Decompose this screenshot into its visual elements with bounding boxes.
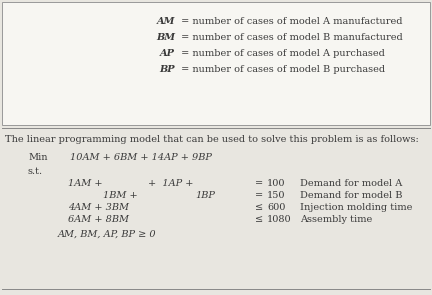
Text: +  1AP +: + 1AP +	[148, 179, 194, 189]
Text: =: =	[255, 179, 263, 189]
Text: 1BP: 1BP	[195, 191, 215, 201]
Text: BP: BP	[159, 65, 175, 75]
Text: 1080: 1080	[267, 216, 292, 224]
Text: The linear programming model that can be used to solve this problem is as follow: The linear programming model that can be…	[5, 135, 419, 145]
Text: Demand for model A: Demand for model A	[300, 179, 402, 189]
Text: Min: Min	[28, 153, 48, 163]
Text: 100: 100	[267, 179, 286, 189]
Text: = number of cases of model A manufactured: = number of cases of model A manufacture…	[178, 17, 403, 27]
Text: 150: 150	[267, 191, 286, 201]
Text: s.t.: s.t.	[28, 166, 43, 176]
Text: ≤: ≤	[255, 216, 263, 224]
Text: 10AM + 6BM + 14AP + 9BP: 10AM + 6BM + 14AP + 9BP	[70, 153, 212, 163]
Text: = number of cases of model A purchased: = number of cases of model A purchased	[178, 50, 385, 58]
Text: 1AM +: 1AM +	[68, 179, 102, 189]
Text: AP: AP	[160, 50, 175, 58]
Text: BM: BM	[156, 34, 175, 42]
Text: 4AM + 3BM: 4AM + 3BM	[68, 204, 129, 212]
Text: = number of cases of model B manufactured: = number of cases of model B manufacture…	[178, 34, 403, 42]
Text: 600: 600	[267, 204, 286, 212]
Text: Demand for model B: Demand for model B	[300, 191, 403, 201]
Text: Injection molding time: Injection molding time	[300, 204, 413, 212]
Text: ≤: ≤	[255, 204, 263, 212]
Text: AM, BM, AP, BP ≥ 0: AM, BM, AP, BP ≥ 0	[58, 230, 157, 238]
FancyBboxPatch shape	[2, 2, 430, 125]
Text: AM: AM	[157, 17, 175, 27]
Text: 1BM +: 1BM +	[103, 191, 138, 201]
Text: Assembly time: Assembly time	[300, 216, 372, 224]
Text: = number of cases of model B purchased: = number of cases of model B purchased	[178, 65, 385, 75]
Text: 6AM + 8BM: 6AM + 8BM	[68, 216, 129, 224]
Text: =: =	[255, 191, 263, 201]
